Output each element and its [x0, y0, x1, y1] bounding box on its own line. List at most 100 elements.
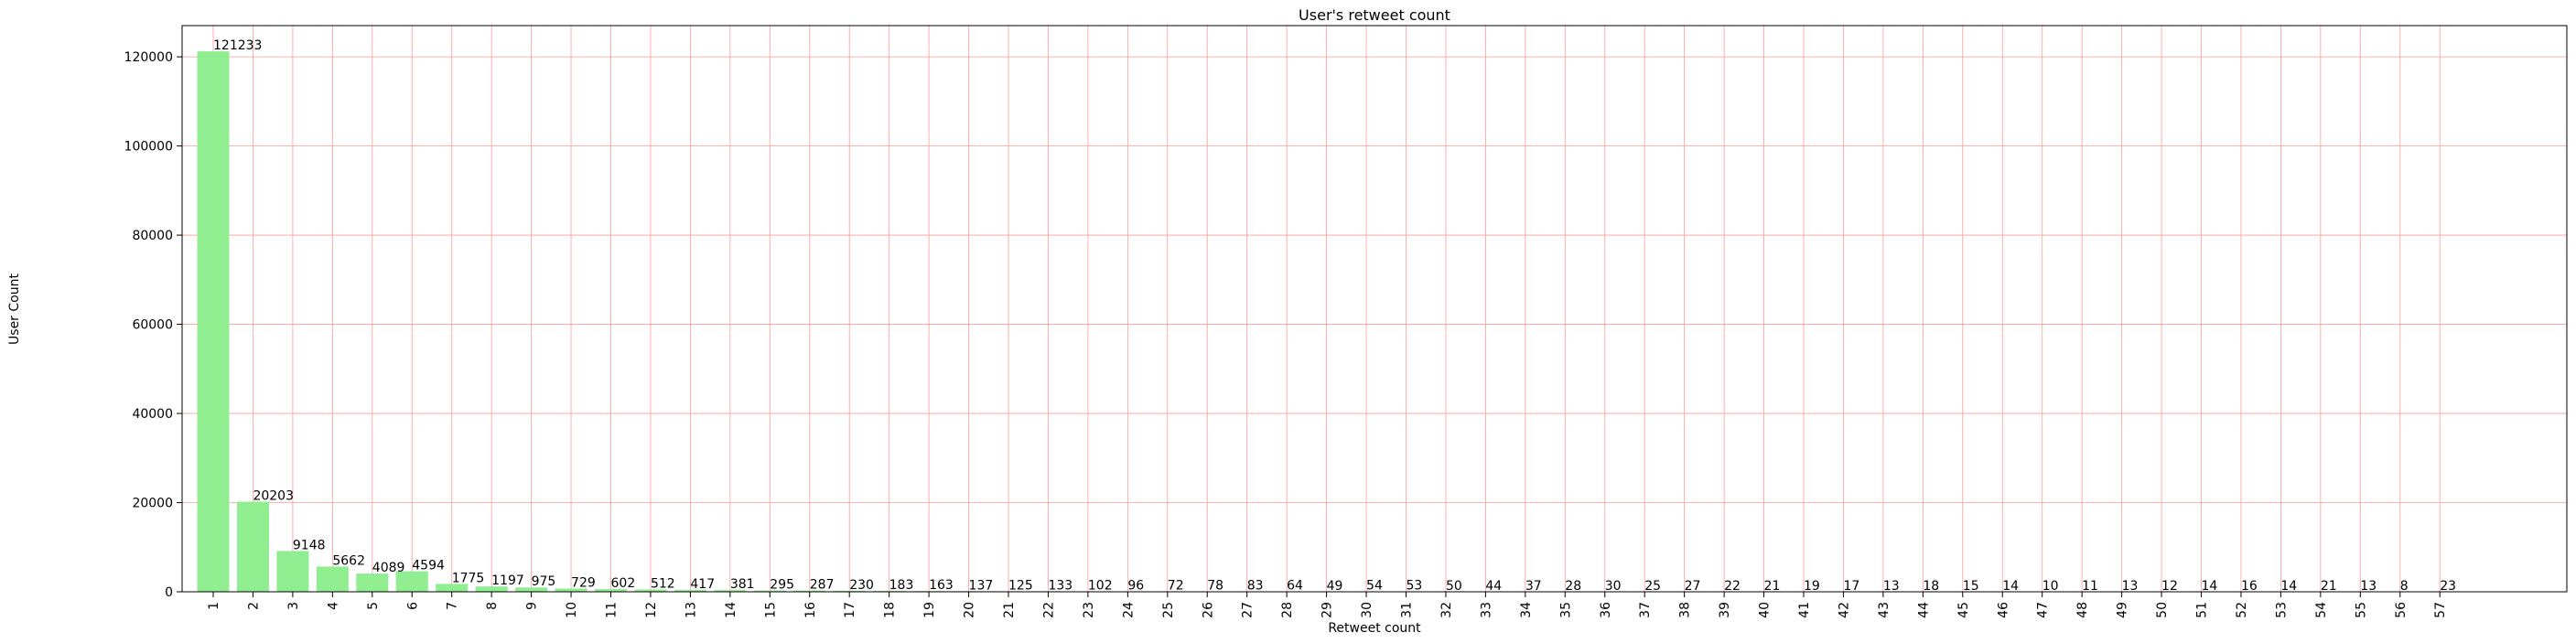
x-tick-label: 42 [1837, 602, 1851, 618]
data-label-2: 20203 [253, 489, 294, 504]
x-tick-label: 34 [1519, 602, 1534, 618]
bar-9 [515, 587, 548, 592]
data-labels: 121233 20203 9148 5662 4089 4594 1775 1197 975 72… [213, 38, 2456, 594]
x-tick-label: 26 [1201, 602, 1215, 618]
data-label-33: 44 [1485, 579, 1502, 594]
data-label-53: 14 [2280, 579, 2297, 594]
x-tick-label: 3 [286, 602, 301, 610]
data-label-16: 287 [810, 578, 835, 593]
x-tick-label: 9 [525, 602, 540, 610]
x-tick-label: 29 [1320, 602, 1335, 618]
x-tick-label: 15 [763, 602, 778, 618]
bar-10 [555, 588, 587, 592]
x-tick-label: 55 [2354, 602, 2368, 618]
data-label-32: 50 [1446, 579, 1462, 594]
data-label-25: 72 [1168, 579, 1184, 594]
x-tick-label: 40 [1758, 602, 1773, 618]
data-label-29: 49 [1327, 579, 1343, 594]
data-label-30: 54 [1366, 579, 1383, 594]
x-tick-label: 45 [1956, 602, 1971, 618]
y-tick-label: 100000 [124, 140, 173, 155]
x-tick-label: 20 [963, 602, 977, 618]
x-tick-label: 27 [1241, 602, 1256, 618]
data-label-54: 21 [2321, 579, 2337, 594]
data-label-4: 5662 [332, 553, 365, 568]
x-tick-label: 39 [1718, 602, 1732, 618]
bar-15 [753, 590, 786, 592]
data-label-19: 163 [929, 578, 954, 593]
grid-lines [182, 26, 2567, 593]
data-label-55: 13 [2360, 579, 2377, 594]
plot-frame [181, 25, 2568, 593]
data-label-35: 28 [1565, 579, 1581, 594]
y-axis-ticks: 0 20000 40000 60000 80000 100000 120000 [124, 50, 182, 600]
data-label-37: 25 [1644, 579, 1661, 594]
y-axis-label: User Count [7, 273, 22, 345]
data-label-11: 602 [611, 576, 636, 591]
data-label-46: 14 [2002, 579, 2019, 594]
data-label-7: 1775 [452, 571, 485, 585]
x-tick-label: 47 [2036, 602, 2051, 618]
data-label-21: 125 [1008, 578, 1033, 593]
data-label-6: 4594 [412, 559, 445, 573]
data-label-23: 102 [1088, 579, 1113, 594]
data-label-56: 8 [2400, 579, 2409, 594]
data-label-41: 19 [1804, 579, 1820, 594]
data-label-22: 133 [1048, 578, 1072, 593]
bar-14 [714, 590, 747, 592]
bar-16 [793, 590, 826, 592]
bar-17 [833, 590, 866, 592]
data-label-38: 27 [1685, 579, 1701, 594]
data-label-39: 22 [1724, 579, 1741, 594]
data-label-34: 37 [1525, 579, 1542, 594]
x-tick-label: 28 [1280, 602, 1295, 618]
data-label-24: 96 [1127, 579, 1144, 594]
chart-title: User's retweet count [1299, 6, 1450, 24]
data-label-3: 9148 [293, 538, 326, 552]
bar-5 [356, 573, 389, 592]
data-label-10: 729 [571, 575, 596, 590]
bar-8 [475, 586, 508, 592]
data-label-15: 295 [770, 578, 794, 593]
x-tick-label: 31 [1400, 602, 1415, 618]
data-label-42: 17 [1843, 579, 1859, 594]
data-label-50: 12 [2161, 579, 2178, 594]
bar-6 [395, 571, 428, 592]
y-tick-label: 120000 [124, 50, 173, 65]
x-tick-label: 37 [1638, 602, 1653, 618]
x-tick-label: 49 [2116, 602, 2130, 618]
data-label-17: 230 [849, 578, 874, 593]
data-label-36: 30 [1605, 579, 1622, 594]
data-label-1: 121233 [213, 38, 262, 53]
x-tick-label: 6 [405, 602, 420, 610]
x-tick-label: 2 [246, 602, 261, 610]
data-label-18: 183 [889, 578, 914, 593]
x-tick-label: 22 [1041, 602, 1056, 618]
x-tick-label: 16 [803, 602, 818, 618]
x-tick-label: 14 [724, 602, 738, 618]
x-axis-label: Retweet count [1328, 621, 1421, 636]
x-tick-label: 51 [2195, 602, 2210, 618]
data-label-43: 13 [1883, 579, 1900, 594]
x-tick-label: 32 [1439, 602, 1454, 618]
x-tick-label: 30 [1360, 602, 1374, 618]
x-tick-label: 46 [1996, 602, 2010, 618]
x-axis-ticks: 1 2 3 4 5 6 7 8 9 10 11 12 13 14 15 16 17 18 19 20 21 22 23 24 2… [207, 592, 2448, 618]
x-tick-label: 44 [1916, 602, 1931, 618]
x-tick-label: 36 [1599, 602, 1613, 618]
x-tick-label: 18 [883, 602, 898, 618]
x-tick-label: 33 [1479, 602, 1493, 618]
x-tick-label: 11 [605, 602, 620, 618]
bar-7 [436, 584, 469, 592]
y-tick-label: 40000 [132, 407, 173, 422]
x-tick-label: 43 [1877, 602, 1892, 618]
data-label-9: 975 [532, 574, 556, 589]
bar-12 [634, 589, 667, 592]
x-tick-label: 5 [366, 602, 381, 610]
x-tick-label: 41 [1797, 602, 1812, 618]
x-tick-label: 35 [1558, 602, 1573, 618]
bar-4 [316, 566, 349, 592]
x-tick-label: 23 [1082, 602, 1096, 618]
bar-11 [595, 589, 627, 592]
